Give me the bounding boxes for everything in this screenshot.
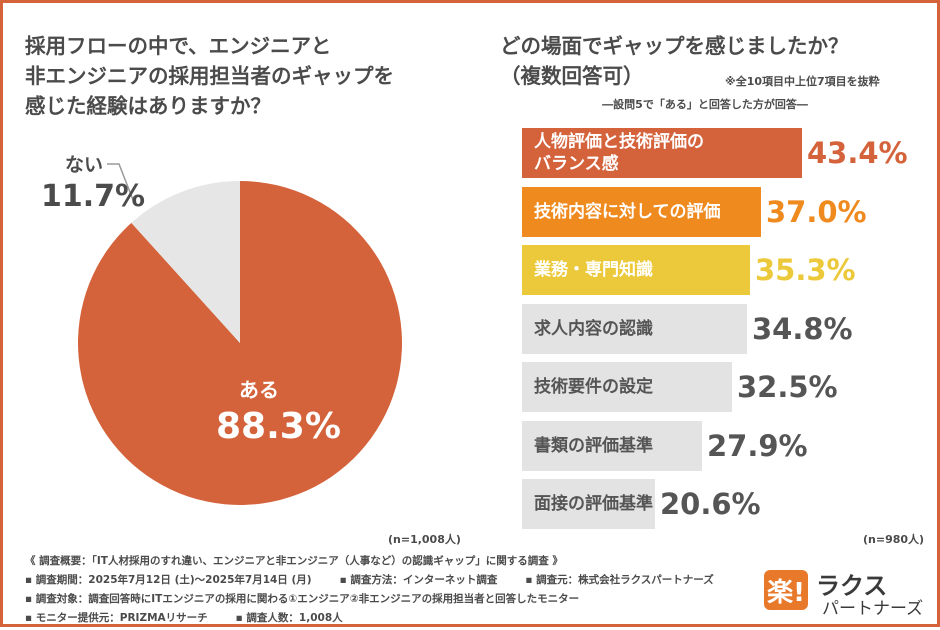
bar-value-3: 35.3%: [755, 253, 856, 287]
pie-slice-nai: [131, 181, 240, 343]
right-question-note: ※全10項目中上位7項目を抜粋: [725, 75, 880, 88]
footer-count: ▪ 調査人数：1,008人: [235, 612, 343, 624]
bar-6: [522, 421, 702, 471]
right-sample-size: (n=980人): [863, 533, 925, 546]
footer-provider: ▪ モニター提供元：PRIZMAリサーチ: [25, 612, 208, 624]
pie-value-aru: 88.3%: [216, 406, 341, 447]
footer-source: ▪ 調査元：株式会社ラクスパートナーズ: [525, 574, 714, 586]
pie-slice-aru: [77, 181, 402, 505]
pie-chart: [77, 181, 402, 505]
bar-label-1: 人物評価と技術評価の バランス感: [534, 132, 704, 174]
bar-1: [522, 128, 802, 178]
right-question-line: どの場面でギャップを感じましたか？: [500, 34, 849, 58]
logo-name: ラクス: [816, 572, 888, 600]
left-question-line: 非エンジニアの採用担当者のギャップを: [25, 64, 394, 88]
bar-2: [522, 187, 761, 237]
bar-value-5: 32.5%: [737, 370, 838, 404]
bar-label-6: 書類の評価基準: [534, 436, 653, 456]
bar-label-3: 業務・専門知識: [534, 260, 653, 280]
bar-label-5: 技術要件の設定: [534, 377, 653, 397]
bar-4: [522, 304, 747, 354]
left-sample-size: (n=1,008人): [388, 533, 461, 546]
footer-period: ▪ 調査期間：2025年7月12日 (土)～2025年7月14日 (月): [25, 574, 312, 586]
bar-label-2: 技術内容に対しての評価: [534, 202, 721, 222]
footer-title: 《 調査概要：「IT人材採用のすれ違い、エンジニアと非エンジニア（人事など）の認…: [25, 555, 563, 567]
right-question-line: （複数回答可）: [500, 64, 644, 88]
bar-value-4: 34.8%: [752, 312, 853, 346]
pie-value-nai: 11.7%: [41, 179, 146, 214]
logo-subname: パートナーズ: [822, 599, 924, 619]
pie-label-nai: ない: [65, 154, 104, 176]
bar-chart: 人物評価と技術評価の バランス感 43.4% 技術内容に対しての評価 37.0% 業務・専…: [522, 128, 922, 533]
pie-label-aru: ある: [239, 378, 279, 402]
logo-mark: 楽!: [764, 570, 808, 610]
left-question-line: 採用フローの中で、エンジニアと: [25, 34, 332, 58]
bar-value-2: 37.0%: [766, 195, 867, 229]
survey-footer: 《 調査概要：「IT人材採用のすれ違い、エンジニアと非エンジニア（人事など）の認…: [25, 552, 745, 628]
company-logo: 楽! ラクス パートナーズ: [764, 566, 929, 619]
footer-target: ▪ 調査対象：調査回答時にITエンジニアの採用に関わる①エンジニア②非エンジニア…: [25, 593, 580, 605]
bar-7: [522, 479, 655, 529]
right-question-subtitle: ―設問5で「ある」と回答した方が回答―: [602, 98, 808, 111]
bar-value-7: 20.6%: [660, 487, 761, 521]
right-question-title: どの場面でギャップを感じましたか？ （複数回答可）: [500, 31, 920, 91]
bar-3: [522, 245, 750, 295]
bar-value-6: 27.9%: [707, 429, 808, 463]
bar-value-1: 43.4%: [807, 136, 908, 170]
pie-leader-line: [107, 163, 136, 206]
footer-method: ▪ 調査方法：インターネット調査: [339, 574, 498, 586]
bar-label-4: 求人内容の認識: [534, 319, 653, 339]
bar-5: [522, 362, 732, 412]
left-question-line: 感じた経験はありますか？: [25, 94, 271, 118]
bar-label-7: 面接の評価基準: [534, 494, 653, 514]
left-question-title: 採用フローの中で、エンジニアと 非エンジニアの採用担当者のギャップを 感じた経験…: [25, 31, 445, 121]
